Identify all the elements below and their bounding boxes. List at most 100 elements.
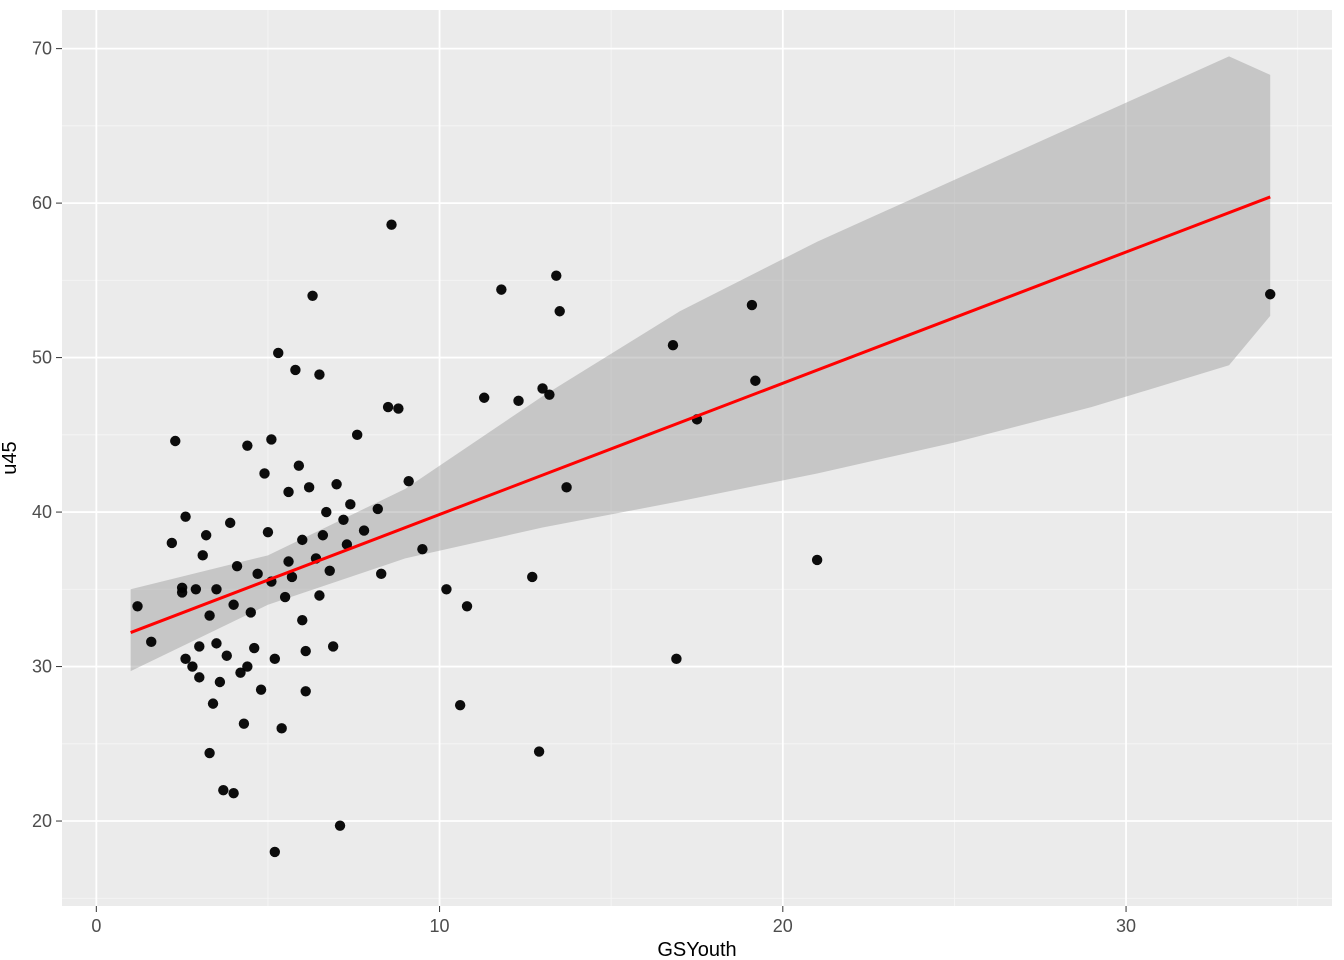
data-point [256,685,266,695]
data-point [1265,289,1275,299]
chart-svg: 0 10 20 30 20 30 40 50 60 70 GSYouth u45 [0,0,1344,960]
data-point [376,569,386,579]
scatter-chart: 0 10 20 30 20 30 40 50 60 70 GSYouth u45 [0,0,1344,960]
data-point [208,698,218,708]
data-point [249,643,259,653]
y-tick-label: 20 [32,811,52,831]
data-point [194,641,204,651]
data-point [328,641,338,651]
data-point [270,847,280,857]
data-point [132,601,142,611]
data-point [301,646,311,656]
data-point [246,607,256,617]
data-point [146,637,156,647]
data-point [194,672,204,682]
data-point [170,436,180,446]
data-point [211,584,221,594]
x-tick-label: 20 [773,916,793,936]
data-point [283,487,293,497]
y-tick-label: 40 [32,502,52,522]
data-point [228,788,238,798]
data-point [544,389,554,399]
data-point [812,555,822,565]
y-tick-label: 70 [32,39,52,59]
data-point [177,587,187,597]
data-point [228,600,238,610]
y-tick-label: 30 [32,657,52,677]
data-point [534,746,544,756]
data-point [204,610,214,620]
data-point [455,700,465,710]
data-point [314,590,324,600]
data-point [215,677,225,687]
data-point [338,515,348,525]
data-point [527,572,537,582]
data-point [242,661,252,671]
data-point [280,592,290,602]
y-tick-label: 60 [32,193,52,213]
data-point [218,785,228,795]
data-point [211,638,221,648]
y-tick-label: 50 [32,348,52,368]
x-axis-label: GSYouth [657,939,736,960]
data-point [393,403,403,413]
data-point [266,434,276,444]
data-point [561,482,571,492]
data-point [290,365,300,375]
data-point [204,748,214,758]
data-point [417,544,427,554]
data-point [318,530,328,540]
data-point [201,530,211,540]
data-point [314,369,324,379]
data-point [167,538,177,548]
data-point [225,518,235,528]
data-point [479,393,489,403]
data-point [373,504,383,514]
data-point [671,654,681,664]
data-point [239,719,249,729]
data-point [283,556,293,566]
data-point [555,306,565,316]
data-point [462,601,472,611]
y-axis-label: u45 [0,441,21,474]
data-point [297,615,307,625]
data-point [321,507,331,517]
data-point [242,440,252,450]
data-point [496,284,506,294]
data-point [386,220,396,230]
x-tick-label: 30 [1116,916,1136,936]
data-point [294,461,304,471]
data-point [198,550,208,560]
data-point [297,535,307,545]
data-point [180,512,190,522]
data-point [180,654,190,664]
data-point [273,348,283,358]
data-point [252,569,262,579]
data-point [345,499,355,509]
data-point [191,584,201,594]
data-point [270,654,280,664]
data-point [750,376,760,386]
data-point [551,271,561,281]
data-point [359,525,369,535]
data-point [513,396,523,406]
x-tick-label: 0 [91,916,101,936]
data-point [331,479,341,489]
data-point [352,430,362,440]
data-point [301,686,311,696]
data-point [263,527,273,537]
data-point [232,561,242,571]
data-point [441,584,451,594]
data-point [187,661,197,671]
x-tick-label: 10 [430,916,450,936]
data-point [335,820,345,830]
data-point [747,300,757,310]
data-point [259,468,269,478]
data-point [325,566,335,576]
data-point [307,291,317,301]
data-point [403,476,413,486]
data-point [383,402,393,412]
data-point [222,651,232,661]
data-point [668,340,678,350]
data-point [276,723,286,733]
